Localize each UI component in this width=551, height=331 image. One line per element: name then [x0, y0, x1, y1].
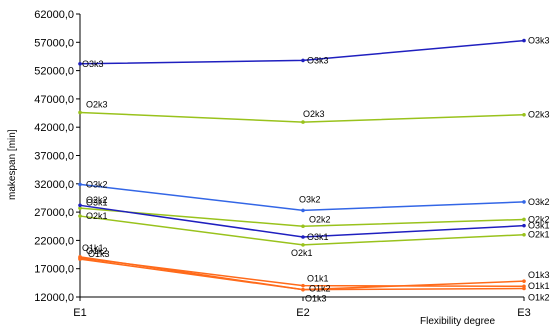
- data-label-o3k2: O3k2: [528, 197, 550, 207]
- x-tick-label: E1: [73, 307, 86, 319]
- data-label-o1k1: O1k1: [82, 243, 104, 253]
- data-label-o1k3: O1k3: [88, 249, 110, 259]
- data-point-o2k1: [301, 243, 305, 247]
- data-point-o2k3: [301, 120, 305, 124]
- data-label-o2k1: O2k1: [528, 230, 550, 240]
- y-tick-label: 27000,0: [34, 207, 74, 219]
- data-point-o3k3: [78, 62, 82, 66]
- data-point-o2k2: [522, 217, 526, 222]
- data-point-o3k3: [522, 38, 526, 43]
- data-label-o3k3: O3k3: [307, 55, 329, 65]
- y-tick-label: 57000,0: [34, 37, 74, 49]
- data-label-o3k2: O3k2: [86, 179, 108, 189]
- data-point-o1k1: [301, 283, 305, 288]
- data-label-o1k1: O1k1: [528, 281, 550, 291]
- data-label-o2k3: O2k3: [86, 99, 108, 109]
- y-tick-label: 42000,0: [34, 122, 74, 134]
- data-point-o2k3: [78, 110, 82, 115]
- data-label-o1k2: O1k2: [309, 284, 331, 294]
- data-point-o2k2: [301, 224, 305, 229]
- data-label-o2k3: O2k3: [303, 109, 325, 119]
- y-tick-label: 17000,0: [34, 264, 74, 276]
- data-label-o1k2: O1k2: [528, 293, 550, 303]
- data-point-o3k1: [78, 203, 82, 208]
- data-point-o3k2: [78, 182, 82, 187]
- data-label-o1k1: O1k1: [307, 274, 329, 284]
- y-tick-label: 62000,0: [34, 9, 74, 21]
- y-tick-label: 47000,0: [34, 94, 74, 106]
- series-line-o2k1: [79, 215, 525, 246]
- data-point-o3k2: [301, 208, 305, 213]
- x-tick-label: E3: [517, 307, 530, 319]
- data-point-o3k3: [301, 58, 305, 63]
- y-axis-title: makespan [min]: [7, 129, 18, 200]
- data-point-o1k3: [522, 279, 526, 283]
- data-point-o1k2: [301, 287, 305, 292]
- data-point-o1k2: [522, 286, 526, 291]
- plot-area: 12000,0 17000,0 22000,0 27000,0 32000,0 37000…: [34, 9, 549, 319]
- x-axis-title: Flexibility degree: [420, 316, 495, 327]
- y-tick-label: 32000,0: [34, 179, 74, 191]
- data-label-o2k2: O2k2: [528, 214, 550, 224]
- data-label-o1k2: O1k2: [86, 246, 108, 256]
- y-tick-label: 22000,0: [34, 235, 74, 247]
- data-label-o3k1: O3k1: [528, 221, 550, 231]
- y-tick-label: 12000,0: [34, 292, 74, 304]
- data-label-o2k3: O2k3: [528, 110, 550, 120]
- data-label-o3k1: O3k1: [86, 197, 108, 207]
- data-label-o3k1: O3k1: [307, 232, 329, 242]
- data-label-o2k1: O2k1: [291, 248, 313, 258]
- data-label-o3k3: O3k3: [528, 36, 550, 46]
- series-line-o1k1: [79, 257, 525, 287]
- data-point-o3k1: [301, 235, 305, 239]
- data-point-o1k2: [78, 257, 82, 261]
- data-label-o2k2: O2k2: [86, 195, 108, 205]
- data-label-o1k3: O1k3: [528, 270, 550, 280]
- data-label-o2k2: O2k2: [309, 214, 331, 224]
- data-label-o2k1: O2k1: [86, 211, 108, 221]
- data-point-o3k1: [522, 223, 526, 228]
- data-label-o3k2: O3k2: [299, 194, 321, 204]
- data-point-o2k3: [522, 112, 526, 117]
- data-point-o2k2: [78, 206, 82, 210]
- data-point-o2k1: [522, 232, 526, 237]
- data-label-o3k3: O3k3: [82, 59, 104, 69]
- y-tick-label: 37000,0: [34, 151, 74, 163]
- data-point-o2k1: [78, 214, 82, 218]
- y-tick-label: 52000,0: [34, 66, 74, 78]
- data-label-o1k3: O1k3: [305, 294, 327, 304]
- x-tick-label: E2: [296, 307, 309, 319]
- data-point-o3k2: [522, 200, 526, 204]
